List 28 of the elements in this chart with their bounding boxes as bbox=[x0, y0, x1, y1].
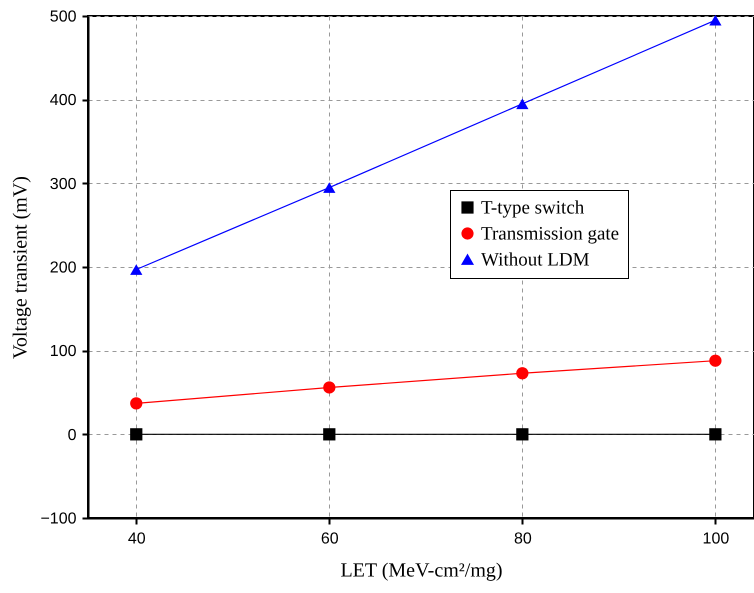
point bbox=[130, 264, 142, 275]
point bbox=[516, 98, 528, 110]
y-tick-label: 100 bbox=[50, 343, 77, 360]
point bbox=[130, 397, 142, 410]
y-tick-label: −100 bbox=[40, 510, 77, 528]
point bbox=[130, 428, 142, 440]
point bbox=[323, 381, 336, 394]
y-tick-label: 200 bbox=[50, 260, 77, 276]
y-tick-label: 500 bbox=[50, 8, 77, 26]
x-axis-title: LET (MeV-cm²/mg) bbox=[340, 560, 503, 582]
y-tick-label: 400 bbox=[50, 92, 77, 110]
point bbox=[323, 428, 336, 440]
y-tick-label: 0 bbox=[68, 426, 77, 444]
legend-label: Transmission gate bbox=[481, 224, 620, 244]
legend-label: T-type switch bbox=[481, 198, 585, 218]
point bbox=[323, 182, 336, 193]
legend-label: Without LDM bbox=[481, 250, 590, 270]
x-tick-label: 80 bbox=[514, 530, 532, 548]
point bbox=[709, 428, 722, 440]
x-tick-label: 40 bbox=[128, 530, 146, 548]
x-tick-label: 60 bbox=[320, 530, 339, 548]
point bbox=[709, 14, 722, 26]
point bbox=[709, 354, 722, 367]
y-axis-title: Voltage transient (mV) bbox=[9, 176, 32, 359]
point bbox=[516, 367, 528, 380]
x-tick-label: 100 bbox=[702, 530, 730, 548]
y-tick-label: 300 bbox=[50, 176, 77, 193]
point bbox=[516, 428, 528, 440]
